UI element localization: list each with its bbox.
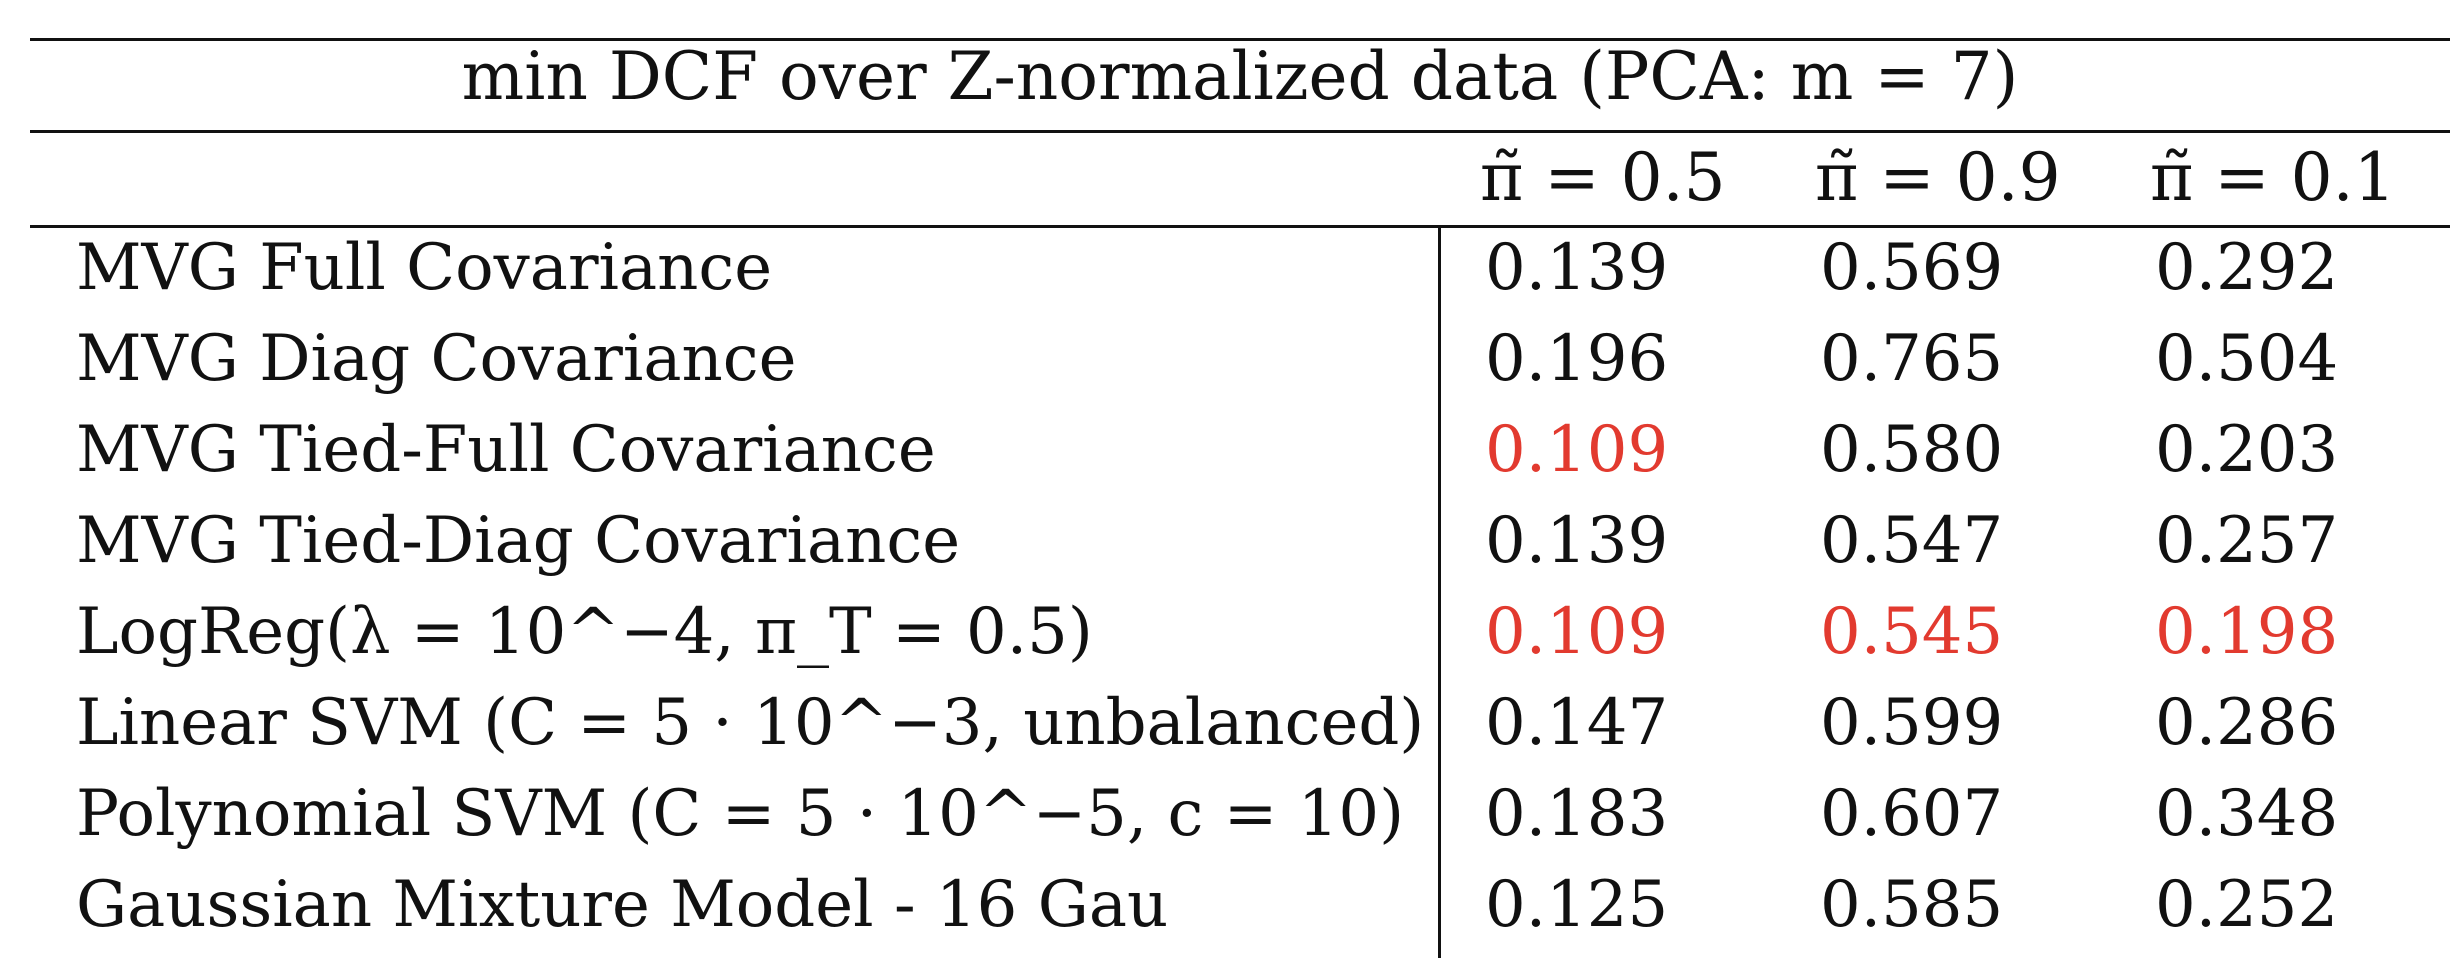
row-label: MVG Full Covariance: [76, 231, 773, 305]
column-header-pi-0.1: π̃ = 0.1: [2150, 139, 2396, 216]
value-pi-0.5: 0.109: [1485, 413, 1669, 487]
value-pi-0.1: 0.348: [2155, 777, 2339, 851]
title-rule: [30, 130, 2450, 133]
row-label: Gaussian Mixture Model - 16 Gau: [76, 868, 1169, 942]
value-pi-0.9: 0.599: [1820, 686, 2004, 760]
value-pi-0.5: 0.109: [1485, 595, 1669, 669]
row-label: LogReg(λ = 10^−4, π_T = 0.5): [76, 595, 1093, 669]
value-pi-0.9: 0.547: [1820, 504, 2004, 578]
table-row: LogReg(λ = 10^−4, π_T = 0.5) 0.109 0.545…: [0, 586, 2462, 678]
row-label: MVG Tied-Full Covariance: [76, 413, 936, 487]
table-row: Polynomial SVM (C = 5 · 10^−5, c = 10) 0…: [0, 768, 2462, 860]
label-column-divider: [1438, 228, 1441, 958]
value-pi-0.9: 0.545: [1820, 595, 2004, 669]
value-pi-0.9: 0.607: [1820, 777, 2004, 851]
row-label: MVG Tied-Diag Covariance: [76, 504, 961, 578]
table-title: min DCF over Z-normalized data (PCA: m =…: [30, 26, 2450, 128]
value-pi-0.9: 0.585: [1820, 868, 2004, 942]
table-row: MVG Tied-Full Covariance 0.109 0.580 0.2…: [0, 404, 2462, 496]
value-pi-0.5: 0.139: [1485, 231, 1669, 305]
table-row: MVG Full Covariance 0.139 0.569 0.292: [0, 222, 2462, 314]
row-label: Polynomial SVM (C = 5 · 10^−5, c = 10): [76, 777, 1405, 851]
table-row: MVG Diag Covariance 0.196 0.765 0.504: [0, 313, 2462, 405]
table-row: Gaussian Mixture Model - 16 Gau 0.125 0.…: [0, 859, 2462, 951]
value-pi-0.1: 0.504: [2155, 322, 2339, 396]
row-label: Linear SVM (C = 5 · 10^−3, unbalanced): [76, 686, 1425, 760]
value-pi-0.5: 0.125: [1485, 868, 1669, 942]
value-pi-0.9: 0.580: [1820, 413, 2004, 487]
value-pi-0.9: 0.765: [1820, 322, 2004, 396]
top-rule: [30, 38, 2450, 41]
value-pi-0.1: 0.203: [2155, 413, 2339, 487]
row-label: MVG Diag Covariance: [76, 322, 797, 396]
header-rule: [30, 225, 2450, 228]
value-pi-0.5: 0.147: [1485, 686, 1669, 760]
value-pi-0.1: 0.198: [2155, 595, 2339, 669]
value-pi-0.1: 0.257: [2155, 504, 2339, 578]
table-row: Linear SVM (C = 5 · 10^−3, unbalanced) 0…: [0, 677, 2462, 769]
column-header-pi-0.9: π̃ = 0.9: [1815, 139, 2061, 216]
value-pi-0.5: 0.139: [1485, 504, 1669, 578]
value-pi-0.1: 0.252: [2155, 868, 2339, 942]
table-title-text: min DCF over Z-normalized data (PCA: m =…: [461, 38, 2019, 115]
table-row: MVG Tied-Diag Covariance 0.139 0.547 0.2…: [0, 495, 2462, 587]
column-header-pi-0.5: π̃ = 0.5: [1480, 139, 1726, 216]
value-pi-0.5: 0.196: [1485, 322, 1669, 396]
value-pi-0.5: 0.183: [1485, 777, 1669, 851]
value-pi-0.1: 0.292: [2155, 231, 2339, 305]
value-pi-0.9: 0.569: [1820, 231, 2004, 305]
value-pi-0.1: 0.286: [2155, 686, 2339, 760]
